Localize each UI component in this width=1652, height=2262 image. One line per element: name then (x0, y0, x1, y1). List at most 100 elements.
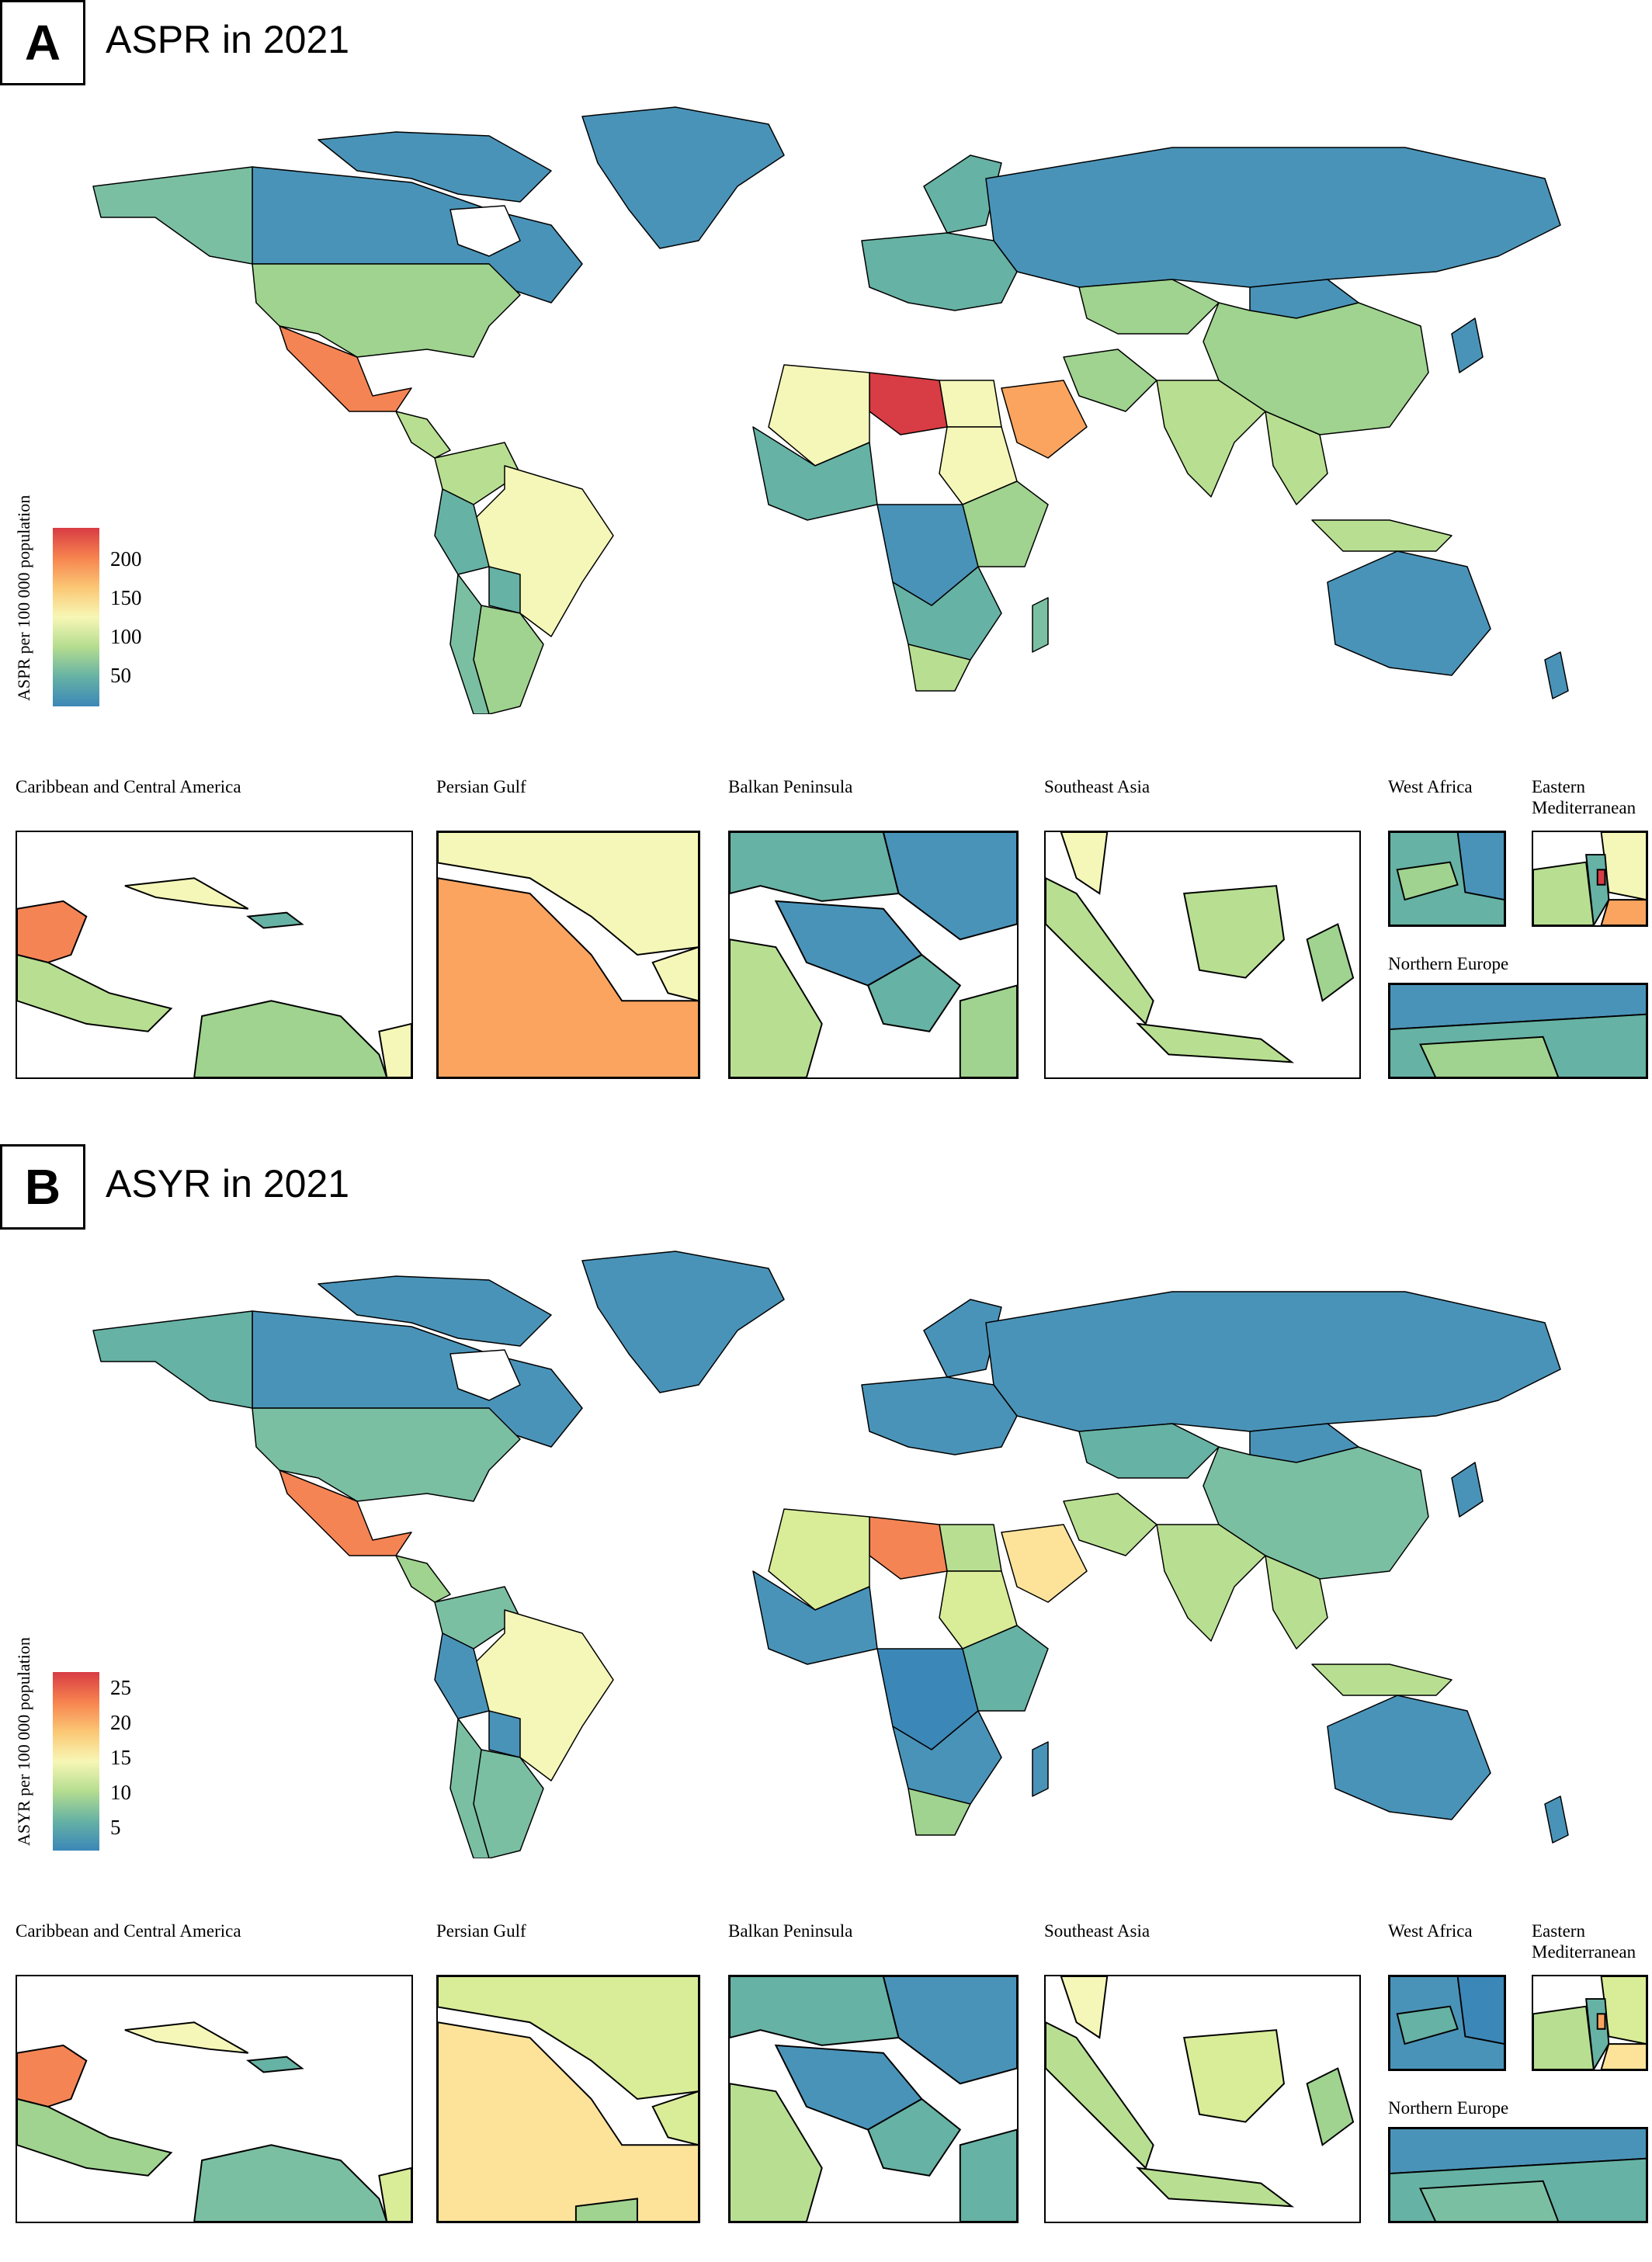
inset-northeurope (1388, 983, 1648, 1079)
india (1156, 1524, 1266, 1642)
inset-balkan (728, 831, 1019, 1079)
panel-title: ASPR in 2021 (106, 18, 350, 61)
inset-label-seasia: Southeast Asia (1044, 1921, 1150, 1941)
iran (1063, 1493, 1157, 1556)
russia (985, 1291, 1561, 1432)
inset-label-balkan: Balkan Peninsula (728, 777, 853, 796)
bolivia (488, 1710, 521, 1758)
inset-label-caribbean: Caribbean and Central America (16, 777, 241, 796)
hudson-bay (449, 205, 521, 257)
china (1203, 1446, 1429, 1580)
alaska (92, 1310, 253, 1409)
hudson-bay (449, 1349, 521, 1401)
usa (252, 1407, 521, 1502)
inset-eastmed (1532, 1975, 1648, 2071)
madagascar (1032, 1741, 1049, 1797)
kazakhstan (1078, 1423, 1220, 1479)
inset-seasia (1044, 1975, 1361, 2223)
legend-tick: 25 (110, 1676, 131, 1699)
madagascar (1032, 597, 1049, 653)
japan (1451, 1462, 1484, 1518)
southeast-asia (1265, 1555, 1328, 1650)
china (1203, 302, 1429, 435)
inset-label-seasia: Southeast Asia (1044, 777, 1150, 796)
inset-gulf (436, 1975, 700, 2223)
iran (1063, 349, 1157, 412)
russia (985, 147, 1561, 288)
legend-tick: 20 (110, 1711, 131, 1734)
usa (252, 263, 521, 358)
legend: ASPR per 100 000 population 200 150 100 … (14, 481, 142, 714)
australia (1327, 550, 1491, 676)
inset-label-eastmed: Eastern Mediterranean (1532, 777, 1636, 817)
greenland (581, 106, 785, 249)
indonesia (1311, 1664, 1452, 1696)
inset-label-caribbean: Caribbean and Central America (16, 1921, 241, 1941)
venezuela-colombia (434, 1586, 521, 1650)
panel-a: A ASPR in 2021 (0, 0, 1652, 1118)
panel-b: B ASYR in 2021 (0, 1144, 1652, 2262)
inset-eastmed (1532, 831, 1648, 927)
south-africa (908, 644, 971, 692)
inset-caribbean (16, 1975, 413, 2223)
kazakhstan (1078, 279, 1220, 335)
saudi-arabia (1001, 1524, 1088, 1603)
inset-westafrica (1388, 831, 1506, 927)
inset-gulf (436, 831, 700, 1079)
canadian-arctic (318, 131, 552, 203)
libya (869, 372, 948, 435)
panel-title: ASYR in 2021 (106, 1162, 350, 1206)
inset-northeurope (1388, 2127, 1648, 2223)
australia (1327, 1695, 1491, 1820)
venezuela-colombia (434, 442, 521, 505)
inset-label-northeurope: Northern Europe (1388, 954, 1509, 973)
legend-tick: 5 (110, 1816, 121, 1839)
panel-letter: A (0, 0, 85, 85)
legend-tick: 150 (110, 586, 142, 609)
legend-tick: 200 (110, 547, 142, 571)
central-america (395, 1555, 451, 1603)
bolivia (488, 566, 521, 614)
indonesia (1311, 519, 1452, 552)
inset-label-northeurope: Northern Europe (1388, 2098, 1509, 2118)
chile (449, 574, 490, 714)
east-africa (962, 481, 1049, 567)
europe (861, 1376, 1018, 1455)
peru (434, 488, 490, 575)
world-map (92, 106, 1569, 714)
legend-tick: 100 (110, 625, 142, 648)
europe (861, 232, 1018, 311)
inset-label-gulf: Persian Gulf (436, 1921, 526, 1941)
inset-seasia (1044, 831, 1361, 1079)
legend-title: ASYR per 100 000 population (14, 1637, 33, 1847)
panel-letter: B (0, 1144, 85, 1230)
legend-tick: 50 (110, 664, 131, 687)
legend-tick: 10 (110, 1781, 131, 1804)
greenland (581, 1251, 785, 1393)
egypt (939, 380, 1002, 428)
india (1156, 380, 1266, 498)
legend-colorbar (53, 1672, 99, 1851)
japan (1451, 317, 1484, 373)
new-zealand (1544, 651, 1569, 699)
legend-title: ASPR per 100 000 population (14, 494, 33, 701)
inset-label-balkan: Balkan Peninsula (728, 1921, 853, 1941)
legend-colorbar (53, 528, 99, 706)
inset-label-gulf: Persian Gulf (436, 777, 526, 796)
egypt (939, 1524, 1002, 1572)
saudi-arabia (1001, 380, 1088, 459)
south-africa (908, 1788, 971, 1836)
peru (434, 1632, 490, 1719)
central-america (395, 411, 451, 459)
legend: ASYR per 100 000 population 25 20 15 10 … (14, 1625, 138, 1858)
chile (449, 1718, 490, 1858)
inset-label-westafrica: West Africa (1388, 777, 1473, 796)
world-map (92, 1251, 1569, 1858)
inset-label-eastmed: Eastern Mediterranean (1532, 1921, 1636, 1962)
new-zealand (1544, 1795, 1569, 1844)
canadian-arctic (318, 1275, 552, 1347)
east-africa (962, 1625, 1049, 1712)
inset-balkan (728, 1975, 1019, 2223)
alaska (92, 166, 253, 265)
inset-westafrica (1388, 1975, 1506, 2071)
